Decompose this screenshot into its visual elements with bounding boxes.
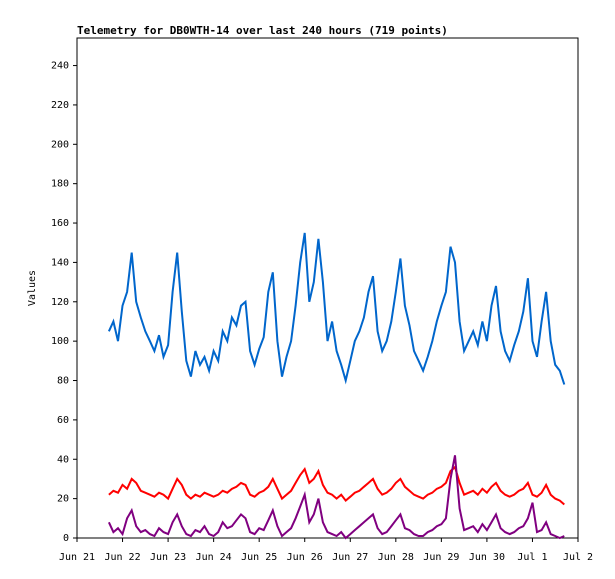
series-line — [107, 232, 566, 385]
y-tick-label: 0 — [63, 533, 69, 544]
x-tick-label: Jun 25 — [241, 552, 277, 563]
y-tick-label: 180 — [51, 179, 69, 190]
plot-frame — [76, 37, 579, 539]
x-tick-label: Jun 29 — [423, 552, 459, 563]
x-tick-label: Jun 24 — [196, 552, 232, 563]
y-tick-label: 20 — [57, 494, 69, 505]
x-tick-label: Jul 1 — [517, 552, 547, 563]
series-line — [107, 455, 565, 540]
x-tick-label: Jun 30 — [469, 552, 505, 563]
x-tick-label: Jun 21 — [59, 552, 95, 563]
y-tick-label: 220 — [51, 100, 69, 111]
y-tick-label: 120 — [51, 297, 69, 308]
x-tick-label: Jun 23 — [150, 552, 186, 563]
x-tick-label: Jul 2 — [563, 552, 593, 563]
y-tick-label: 60 — [57, 415, 69, 426]
x-tick-label: Jun 22 — [104, 552, 140, 563]
y-tick-label: 140 — [51, 257, 69, 268]
y-tick-label: 40 — [57, 454, 69, 465]
chart-title: Telemetry for DB0WTH-14 over last 240 ho… — [77, 24, 448, 37]
y-tick-label: 100 — [51, 336, 69, 347]
y-axis-label: Values — [27, 270, 38, 306]
x-tick-label: Jun 28 — [378, 552, 414, 563]
series-line — [108, 465, 565, 506]
y-tick-label: 240 — [51, 61, 69, 72]
y-tick-label: 200 — [51, 139, 69, 150]
x-tick-label: Jun 27 — [332, 552, 368, 563]
y-tick-label: 160 — [51, 218, 69, 229]
x-tick-label: Jun 26 — [287, 552, 323, 563]
y-tick-label: 80 — [57, 376, 69, 387]
